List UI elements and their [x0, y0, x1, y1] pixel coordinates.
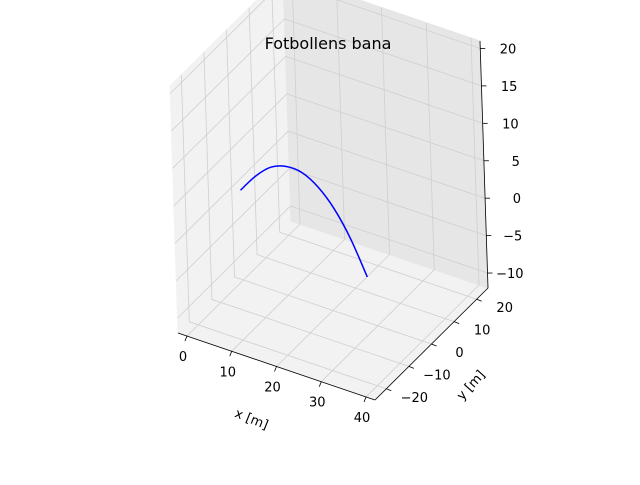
z-gridline — [176, 168, 487, 281]
x-tick-mark — [229, 351, 233, 357]
y-tick-label: 0 — [455, 346, 463, 361]
z-tick-label: 10 — [502, 117, 519, 132]
axis-lines — [177, 40, 493, 403]
x-tick-label: 40 — [354, 411, 371, 426]
x-tick-mark — [184, 335, 188, 342]
x-tick-mark — [274, 366, 277, 372]
y-tick-mark — [386, 388, 392, 392]
z-tick-label: −5 — [503, 230, 522, 245]
y-tick-mark — [453, 321, 460, 324]
z-tick-label: 20 — [500, 42, 517, 57]
left-back-pane — [169, 0, 292, 335]
y-tick-mark — [431, 343, 437, 347]
x-tick-mark — [363, 396, 367, 403]
z-gridline — [173, 93, 485, 207]
trajectory-line — [239, 165, 368, 278]
x-tick-label: 30 — [309, 396, 326, 411]
x-tick-mark — [318, 381, 322, 387]
z-axis-line — [479, 40, 489, 289]
y-tick-mark — [408, 366, 415, 369]
x-axis-label: x [m] — [232, 406, 270, 433]
chart-title: Fotbollens bana — [265, 34, 392, 53]
z-gridline — [177, 205, 488, 319]
x-tick-label: 10 — [219, 365, 236, 380]
y-tick-label: 10 — [474, 324, 491, 339]
z-gridline — [174, 130, 486, 244]
x-tick-label: 20 — [264, 381, 281, 396]
x-tick-label: 0 — [179, 350, 187, 365]
data-series — [239, 165, 368, 278]
z-tick-label: −10 — [496, 267, 523, 282]
tick-labels: 0 10 20 30 40 −20 −10 0 10 20 −10 −5 0 5 10 15 20 — [179, 42, 524, 425]
y-tick-label: −20 — [401, 391, 428, 406]
y-tick-label: 20 — [496, 301, 513, 316]
z-tick-label: 0 — [513, 192, 521, 207]
z-gridline — [169, 0, 481, 94]
y-tick-label: −10 — [423, 368, 450, 383]
grid-lines — [169, 0, 488, 398]
y-axis-label: y [m] — [454, 368, 488, 404]
z-gridline — [171, 18, 482, 132]
z-gridline — [172, 55, 483, 169]
z-tick-label: 15 — [501, 80, 518, 95]
z-tick-label: 5 — [512, 155, 520, 170]
y-tick-mark — [476, 298, 482, 302]
